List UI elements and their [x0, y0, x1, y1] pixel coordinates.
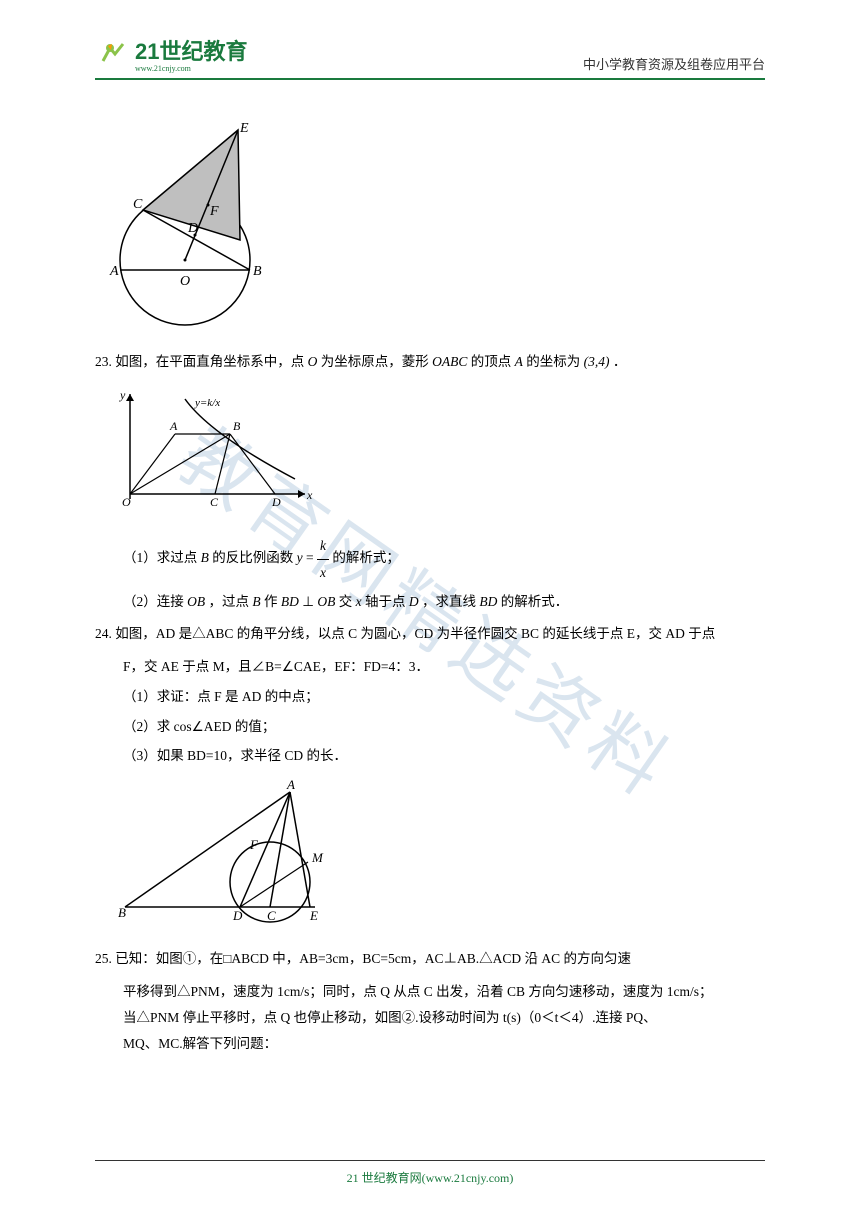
figure-triangle-circle: A B C D E F M	[115, 777, 765, 936]
p23-sub2-B: B	[252, 594, 260, 609]
problem-24-line2: F，交 AE 于点 M，且∠B=∠CAE，EF：FD=4：3．	[95, 654, 765, 680]
p23-sub1-text3: 的解析式；	[332, 550, 400, 565]
problem-25-line2: 平移得到△PNM，速度为 1cm/s；同时，点 Q 从点 C 出发，沿着 CB …	[95, 979, 765, 1005]
p23-sub1-fraction: k x	[317, 533, 329, 585]
problem-23-var-OABC: OABC	[432, 354, 467, 369]
problem-23-var-A: A	[515, 354, 523, 369]
p23-sub1-label: （1）求过点	[123, 550, 197, 565]
p23-sub1-eq: =	[306, 550, 317, 565]
problem-25: 25. 已知：如图①，在□ABCD 中，AB=3cm，BC=5cm，AC⊥AB.…	[95, 946, 765, 972]
page-footer: 21 世纪教育网(www.21cnjy.com)	[95, 1160, 765, 1186]
problem-24-sub2: （2）求 cos∠AED 的值；	[95, 714, 765, 740]
p23-sub2-t5: 轴于点	[365, 594, 406, 609]
p23-sub2-OB2: OB	[317, 594, 335, 609]
p23-sub2-label: （2）连接	[123, 594, 184, 609]
svg-text:x: x	[306, 488, 313, 502]
svg-text:B: B	[118, 905, 126, 920]
svg-text:B: B	[253, 264, 262, 279]
header-right-text: 中小学教育资源及组卷应用平台	[583, 54, 765, 73]
problem-23-period: ．	[613, 354, 627, 369]
problem-23-coord: (3,4)	[584, 354, 610, 369]
figure-circle-triangle: A B C D E F O	[95, 120, 765, 339]
problem-23-sub2: （2）连接 OB ，过点 B 作 BD ⊥ OB 交 x 轴于点 D ，求直线 …	[95, 589, 765, 615]
figure-coordinate-system: O A B C D x y y=k/x	[115, 384, 765, 523]
p23-sub2-D: D	[409, 594, 419, 609]
p23-sub2-t2: ，过点	[209, 594, 250, 609]
svg-text:D: D	[271, 495, 281, 509]
svg-text:D: D	[187, 221, 198, 236]
footer-text: 21 世纪教育网(www.21cnjy.com)	[347, 1171, 514, 1185]
p23-sub2-t6: ，求直线	[422, 594, 476, 609]
p23-sub2-t3: 作	[264, 594, 278, 609]
problem-24-sub3: （3）如果 BD=10，求半径 CD 的长．	[95, 743, 765, 769]
svg-text:E: E	[239, 121, 249, 136]
svg-text:A: A	[109, 264, 119, 279]
svg-text:D: D	[232, 908, 243, 923]
svg-text:O: O	[122, 495, 131, 509]
problem-24-text: 如图，AD 是△ABC 的角平分线，以点 C 为圆心，CD 为半径作圆交 BC …	[115, 626, 715, 641]
svg-text:E: E	[309, 908, 318, 923]
problem-23-number: 23.	[95, 354, 112, 369]
p23-sub1-y: y	[297, 550, 303, 565]
problem-23-text-1: 如图，在平面直角坐标系中，点	[115, 354, 304, 369]
p23-sub2-perp: ⊥	[302, 594, 314, 609]
svg-text:C: C	[133, 197, 143, 212]
p23-sub1-text2: 的反比例函数	[212, 550, 293, 565]
svg-text:A: A	[286, 777, 295, 792]
p23-sub2-BD: BD	[281, 594, 299, 609]
problem-23-text-2: 为坐标原点，菱形	[321, 354, 429, 369]
p23-sub1-frac-k: k	[317, 533, 329, 560]
p23-sub2-OB: OB	[187, 594, 205, 609]
page-content: A B C D E F O 23. 如图，在平面直角坐标系中，点 O 为坐标原点…	[95, 110, 765, 1056]
svg-text:C: C	[210, 495, 219, 509]
p23-sub1-frac-x: x	[317, 560, 329, 586]
problem-23-text-4: 的坐标为	[526, 354, 580, 369]
svg-text:C: C	[267, 908, 276, 923]
logo-main-text: 21世纪教育	[135, 34, 247, 66]
problem-23-sub1: （1）求过点 B 的反比例函数 y = k x 的解析式；	[95, 533, 765, 585]
problem-25-number: 25.	[95, 951, 112, 966]
svg-text:F: F	[249, 837, 259, 852]
problem-25-line3: 当△PNM 停止平移时，点 Q 也停止移动，如图②.设移动时间为 t(s)（0＜…	[95, 1005, 765, 1031]
problem-25-line4: MQ、MC.解答下列问题：	[95, 1031, 765, 1057]
p23-sub1-var-B: B	[201, 550, 209, 565]
svg-text:A: A	[169, 419, 178, 433]
svg-text:M: M	[311, 850, 324, 865]
svg-text:y: y	[119, 388, 126, 402]
p23-sub2-t7: 的解析式．	[501, 594, 569, 609]
problem-25-text: 已知：如图①，在□ABCD 中，AB=3cm，BC=5cm，AC⊥AB.△ACD…	[115, 951, 631, 966]
logo-icon	[95, 36, 130, 71]
svg-text:O: O	[180, 274, 190, 289]
problem-24-number: 24.	[95, 626, 112, 641]
problem-24-sub1: （1）求证：点 F 是 AD 的中点；	[95, 684, 765, 710]
page-header: 21世纪教育 www.21cnjy.com 中小学教育资源及组卷应用平台	[95, 30, 765, 80]
problem-23-var-O: O	[308, 354, 318, 369]
logo-block: 21世纪教育 www.21cnjy.com	[95, 34, 247, 73]
problem-23: 23. 如图，在平面直角坐标系中，点 O 为坐标原点，菱形 OABC 的顶点 A…	[95, 349, 765, 375]
problem-23-text-3: 的顶点	[471, 354, 512, 369]
problem-24: 24. 如图，AD 是△ABC 的角平分线，以点 C 为圆心，CD 为半径作圆交…	[95, 621, 765, 647]
p23-sub2-t4: 交	[339, 594, 353, 609]
p23-sub2-x: x	[356, 594, 362, 609]
svg-text:y=k/x: y=k/x	[194, 397, 220, 409]
logo-text-wrap: 21世纪教育 www.21cnjy.com	[135, 34, 247, 73]
svg-text:B: B	[233, 419, 241, 433]
svg-text:F: F	[209, 204, 219, 219]
p23-sub2-BD2: BD	[479, 594, 497, 609]
